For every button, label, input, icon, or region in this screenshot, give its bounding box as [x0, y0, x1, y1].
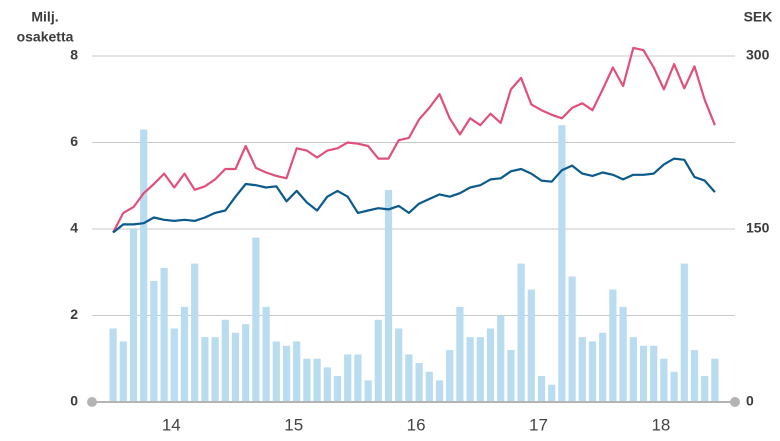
bar — [384, 190, 393, 402]
line — [112, 157, 716, 234]
bar — [548, 384, 556, 402]
bar — [221, 319, 229, 402]
bar — [180, 306, 189, 402]
bar — [201, 337, 209, 402]
x-tick-label: 18 — [651, 415, 670, 434]
bar — [405, 354, 413, 402]
bar — [242, 324, 250, 402]
bar — [568, 276, 576, 402]
bar — [129, 229, 138, 402]
y2-tick-label: 150 — [746, 220, 770, 236]
bar — [160, 267, 168, 402]
bar — [578, 337, 586, 402]
bar — [476, 337, 484, 402]
bar — [119, 341, 127, 402]
bar — [354, 354, 362, 402]
y-tick-label: 6 — [70, 133, 78, 149]
bar — [395, 328, 403, 402]
bar — [599, 332, 607, 402]
bar — [333, 376, 342, 402]
bar — [323, 367, 331, 402]
bar — [711, 358, 719, 402]
bar — [619, 306, 627, 402]
bar — [517, 263, 525, 402]
bar — [262, 306, 270, 402]
line — [112, 46, 716, 234]
bar — [374, 319, 382, 402]
bar — [609, 289, 617, 402]
bar — [537, 376, 546, 402]
y-tick-label: 8 — [70, 47, 78, 63]
bar — [282, 345, 291, 402]
bar — [313, 358, 321, 402]
bar — [701, 376, 709, 402]
bar — [109, 328, 117, 402]
x-tick-label: 15 — [284, 415, 303, 434]
y2-tick-label: 0 — [746, 393, 754, 409]
x-tick-label: 14 — [162, 415, 181, 434]
bar — [558, 125, 566, 402]
bar — [588, 341, 597, 402]
y-axis-title: osaketta — [17, 29, 74, 45]
bar — [170, 328, 178, 402]
bar — [660, 358, 668, 402]
x-tick-label: 17 — [529, 415, 548, 434]
bar — [486, 328, 495, 402]
bar — [425, 371, 433, 402]
bar — [680, 263, 688, 402]
bar — [690, 350, 699, 402]
bar — [435, 380, 444, 402]
bar — [507, 350, 515, 402]
bar — [466, 337, 474, 402]
bar — [191, 263, 199, 402]
y-tick-label: 0 — [70, 393, 78, 409]
bar — [415, 363, 423, 402]
bar — [650, 345, 658, 402]
y2-tick-label: 300 — [746, 47, 770, 63]
bar — [446, 350, 454, 402]
bar — [639, 345, 648, 402]
bar — [497, 315, 505, 402]
y-axis-title: Milj. — [31, 9, 58, 25]
y-tick-label: 4 — [70, 220, 78, 236]
bar — [527, 289, 535, 402]
bar — [629, 337, 637, 402]
bar — [303, 358, 311, 402]
bar — [231, 332, 240, 402]
axis-end — [87, 397, 97, 407]
bar — [150, 280, 158, 402]
bar — [364, 380, 372, 402]
bar — [456, 306, 464, 402]
bar — [344, 354, 352, 402]
y2-axis-title: SEK — [744, 9, 773, 25]
axis-end — [730, 397, 740, 407]
bar — [252, 237, 260, 402]
y-tick-label: 2 — [70, 306, 78, 322]
x-tick-label: 16 — [407, 415, 426, 434]
bar — [272, 341, 280, 402]
bar — [670, 371, 678, 402]
bar — [293, 341, 301, 402]
bar — [211, 337, 219, 402]
bar — [140, 129, 148, 402]
